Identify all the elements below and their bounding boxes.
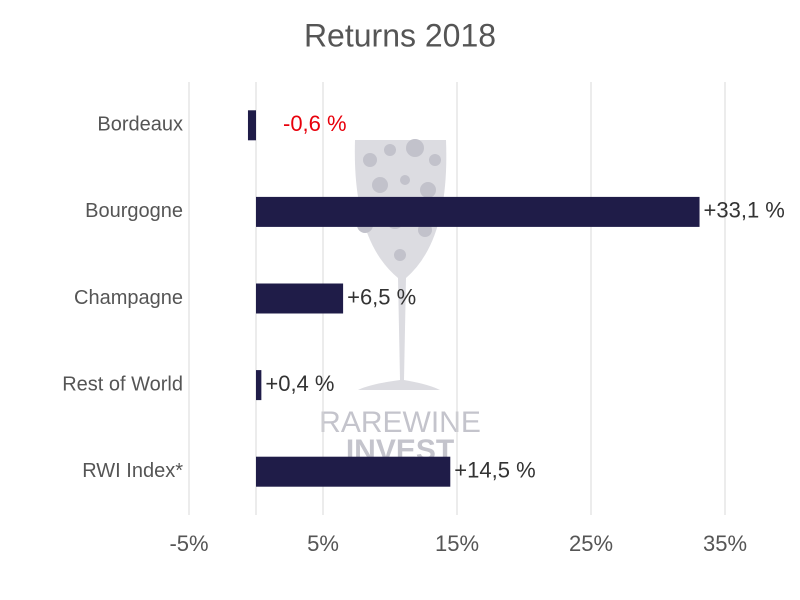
bar bbox=[247, 110, 256, 141]
bar bbox=[256, 456, 451, 487]
y-tick-label: Bordeaux bbox=[97, 114, 183, 136]
bar bbox=[256, 370, 262, 401]
value-label: +0,4 % bbox=[265, 371, 334, 396]
x-tick-label: 35% bbox=[703, 531, 747, 556]
value-label: +6,5 % bbox=[347, 284, 416, 309]
watermark-glass bbox=[354, 139, 447, 390]
x-tick-label: 15% bbox=[435, 531, 479, 556]
value-label: +33,1 % bbox=[704, 198, 785, 223]
value-label: +14,5 % bbox=[454, 458, 535, 483]
y-tick-label: RWI Index* bbox=[82, 460, 183, 482]
x-tick-label: -5% bbox=[169, 531, 208, 556]
x-tick-label: 25% bbox=[569, 531, 613, 556]
bar bbox=[256, 283, 344, 314]
y-tick-label: Rest of World bbox=[62, 373, 183, 395]
watermark-text: RAREWINE bbox=[319, 406, 481, 439]
chart-title: Returns 2018 bbox=[304, 17, 496, 53]
x-tick-label: 5% bbox=[307, 531, 339, 556]
y-tick-label: Bourgogne bbox=[85, 200, 183, 222]
y-tick-label: Champagne bbox=[74, 287, 183, 309]
value-label: -0,6 % bbox=[283, 111, 347, 136]
bar bbox=[256, 196, 700, 227]
